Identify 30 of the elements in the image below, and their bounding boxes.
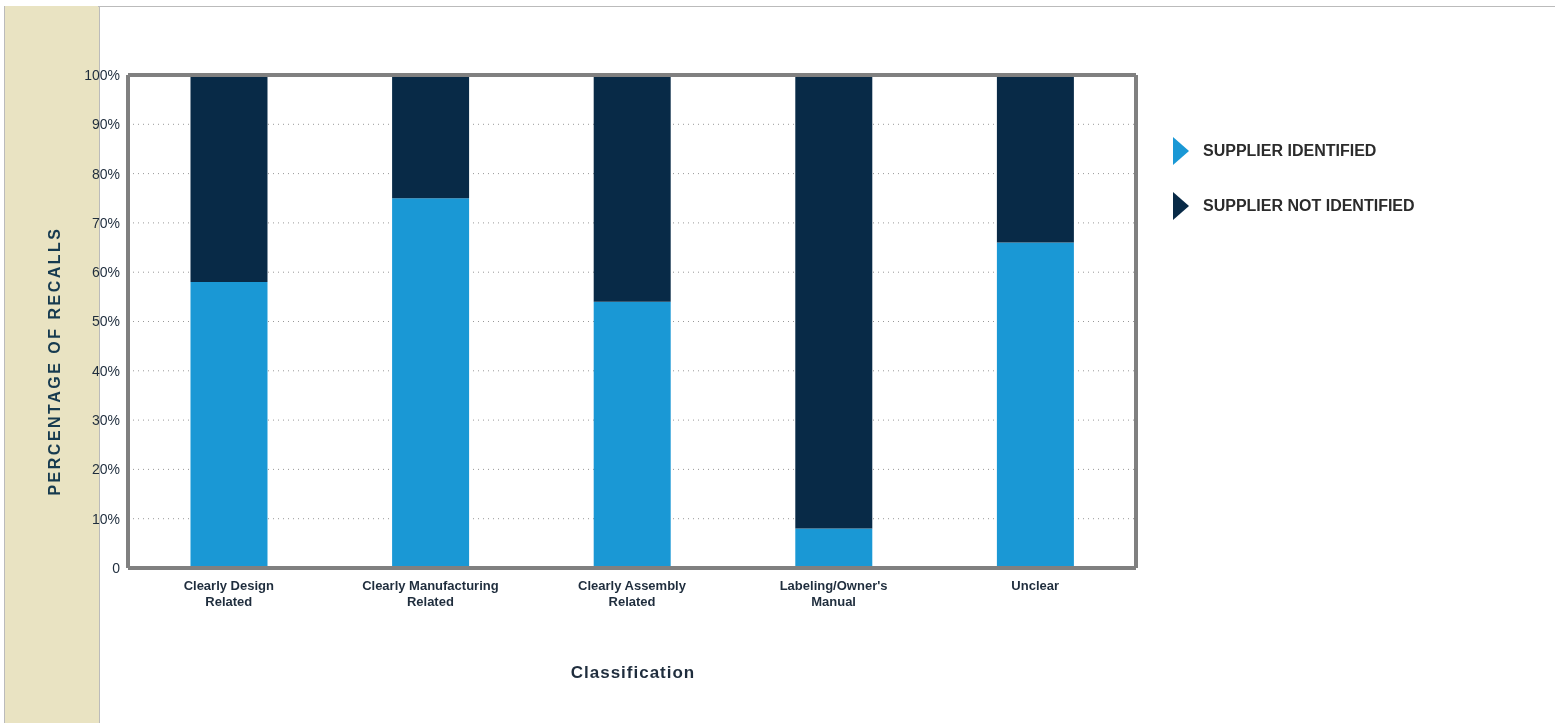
x-axis-title: Classification <box>569 663 697 683</box>
legend-label: SUPPLIER IDENTIFIED <box>1203 141 1377 160</box>
y-tick-label: 30% <box>91 412 120 429</box>
y-tick-label: 10% <box>91 510 120 527</box>
x-tick-label: Clearly Manufacturing Related <box>362 578 499 609</box>
y-tick-label: 0 <box>112 559 121 576</box>
bar <box>996 242 1074 568</box>
y-tick-label: 40% <box>91 362 120 379</box>
bar <box>392 75 470 199</box>
legend-label: SUPPLIER NOT IDENTIFIED <box>1203 196 1415 215</box>
bar <box>996 75 1074 243</box>
y-tick-label: 20% <box>91 461 120 478</box>
bar <box>392 198 470 568</box>
bar <box>593 301 671 568</box>
x-tick-label: Clearly Assembly Related <box>578 578 687 609</box>
bar <box>190 282 268 568</box>
y-tick-label: 70% <box>91 214 120 231</box>
x-tick-label: Labeling/Owner's Manual <box>779 578 888 609</box>
y-tick-label: 50% <box>91 313 120 330</box>
bar <box>593 75 671 302</box>
x-tick-label: Unclear <box>1011 578 1060 593</box>
y-tick-label: 80% <box>91 165 120 182</box>
y-tick-label: 100% <box>84 66 120 83</box>
bar <box>190 75 268 283</box>
y-axis-title: PERCENTAGE OF RECALLS <box>46 226 64 496</box>
bar <box>795 528 873 568</box>
x-tick-label: Clearly Design Related <box>183 578 275 609</box>
y-tick-label: 60% <box>91 264 120 281</box>
bar <box>795 75 873 529</box>
y-tick-label: 90% <box>91 116 120 133</box>
